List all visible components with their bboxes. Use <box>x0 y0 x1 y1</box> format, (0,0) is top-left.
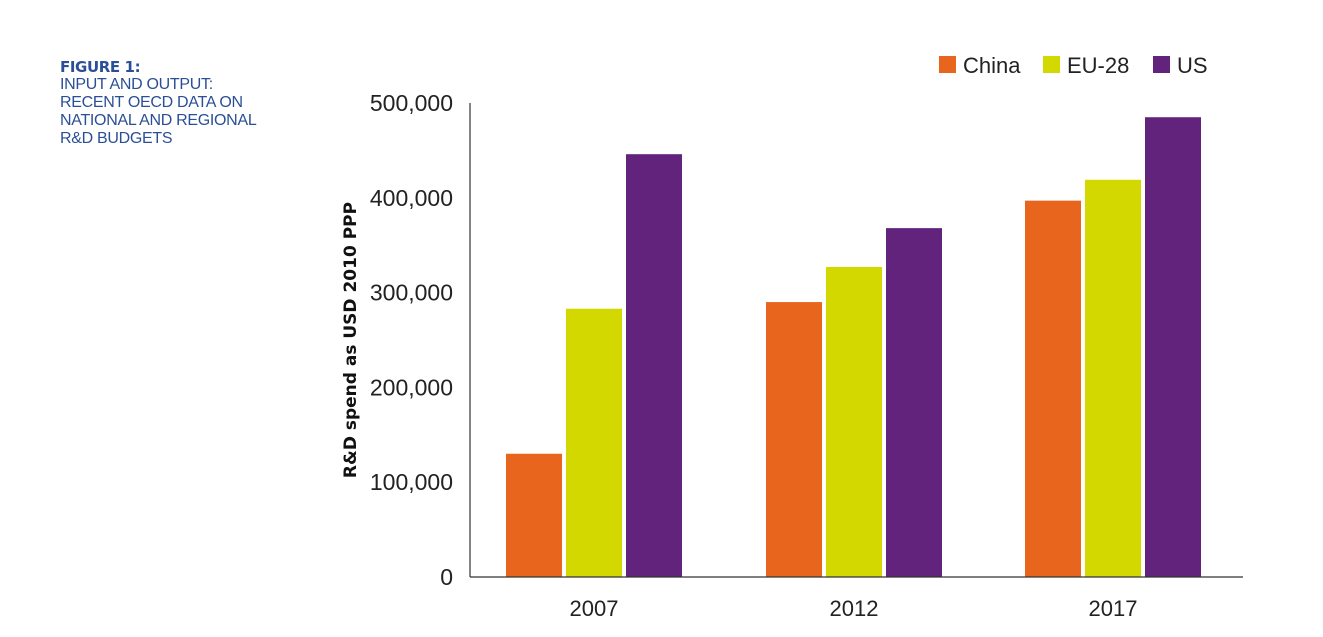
x-tick-label: 2012 <box>830 596 879 621</box>
figure-caption: FIGURE 1: INPUT AND OUTPUT: RECENT OECD … <box>60 58 310 148</box>
y-axis-title: R&D spend as USD 2010 PPP <box>341 202 361 478</box>
y-tick-label: 200,000 <box>370 374 453 400</box>
figure-label: FIGURE 1: <box>60 58 141 76</box>
figure-caption-text: INPUT AND OUTPUT: RECENT OECD DATA ON NA… <box>60 76 257 147</box>
y-tick-label: 0 <box>440 564 453 590</box>
y-tick-label: 300,000 <box>370 280 453 306</box>
bar-eu-28-2012 <box>826 267 882 577</box>
bar-us-2012 <box>886 228 942 578</box>
legend-swatch-eu-28 <box>1043 56 1060 73</box>
bar-eu-28-2007 <box>566 308 622 577</box>
chart-legend: China EU-28 US <box>939 53 1208 78</box>
bar-china-2017 <box>1025 200 1081 578</box>
x-tick-label: 2017 <box>1089 596 1138 621</box>
bar-us-2017 <box>1145 117 1201 577</box>
legend-swatch-china <box>939 56 956 73</box>
y-tick-label: 400,000 <box>370 185 453 211</box>
bar-china-2007 <box>506 453 562 577</box>
x-axis: 2007 2012 2017 <box>470 576 1243 621</box>
legend-label-china: China <box>963 53 1021 78</box>
bar-us-2007 <box>626 154 682 577</box>
y-tick-label: 100,000 <box>370 469 453 495</box>
bar-china-2012 <box>766 302 822 577</box>
y-axis: 0 100,000 200,000 300,000 400,000 500,000 <box>370 90 471 590</box>
bar-eu-28-2017 <box>1085 179 1141 577</box>
x-tick-label: 2007 <box>570 596 619 621</box>
legend-label-eu-28: EU-28 <box>1067 53 1129 78</box>
bar-group <box>506 117 1201 578</box>
y-tick-label: 500,000 <box>370 90 453 116</box>
legend-label-us: US <box>1177 53 1208 78</box>
legend-swatch-us <box>1153 56 1170 73</box>
